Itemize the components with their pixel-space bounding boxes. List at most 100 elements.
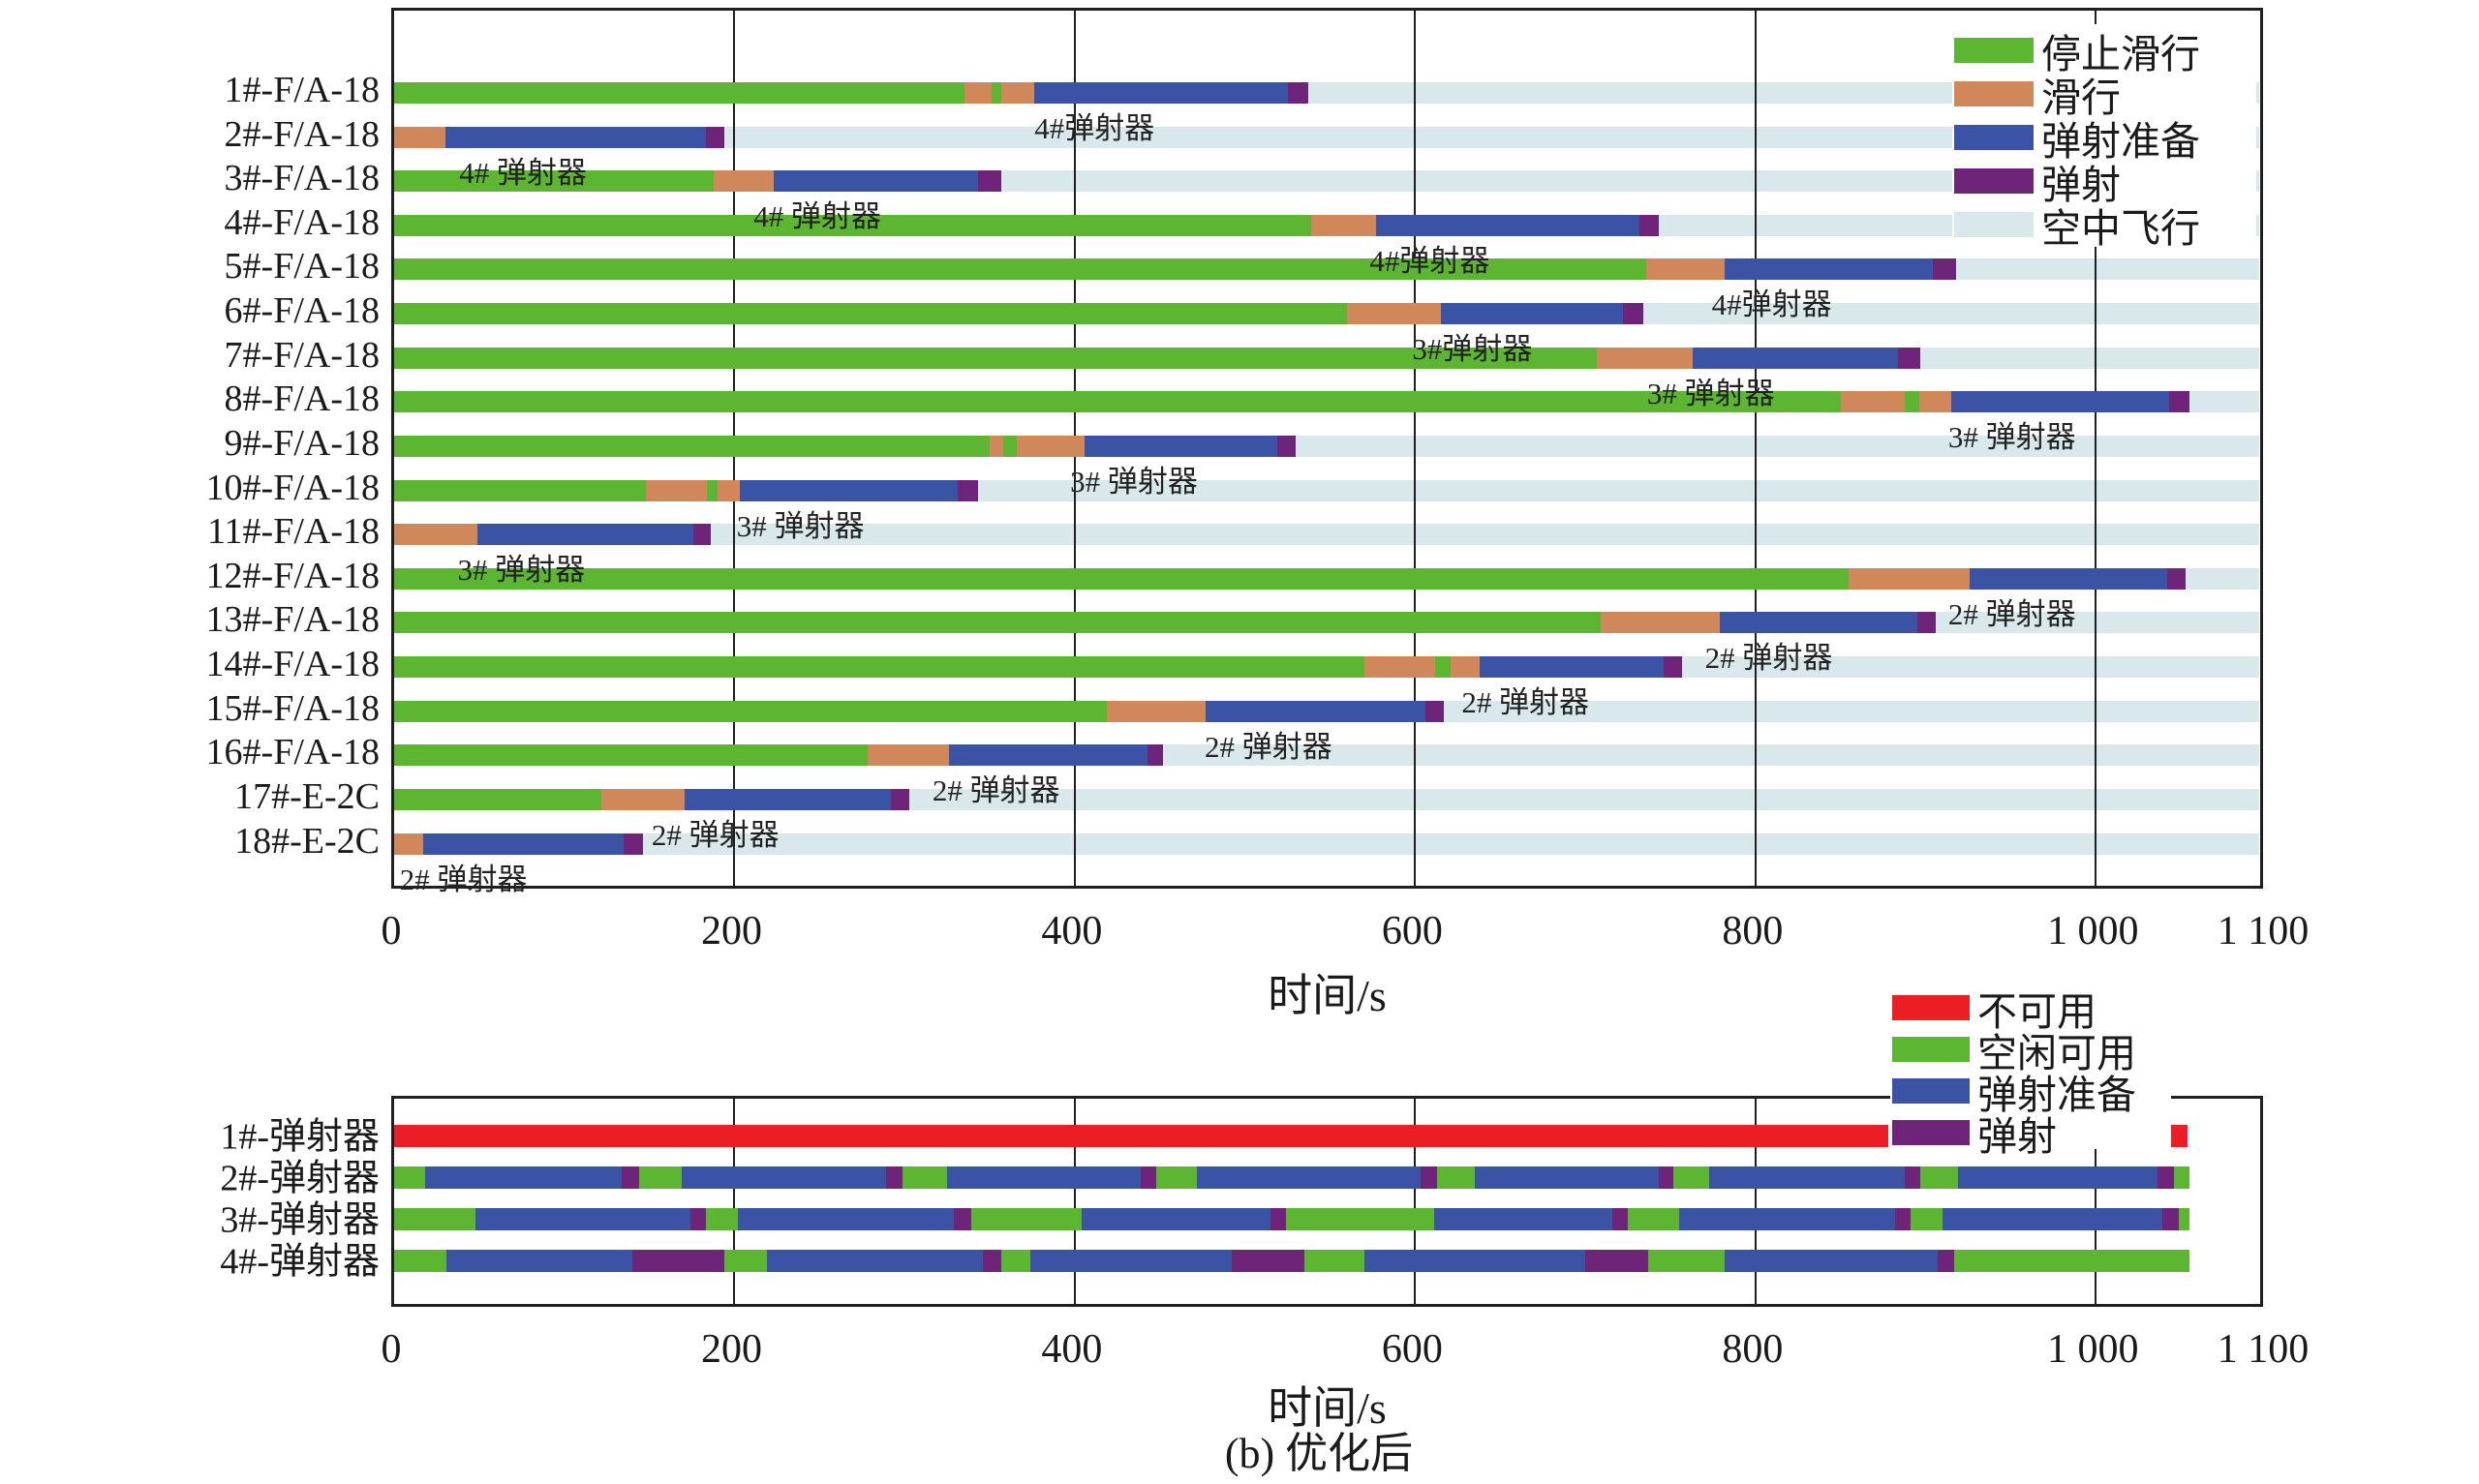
bar-segment-stop bbox=[707, 479, 718, 501]
bar-segment-prep bbox=[446, 1249, 632, 1272]
bar-segment-launch bbox=[983, 1249, 1002, 1272]
legend-label: 空闲可用 bbox=[1977, 1030, 2136, 1075]
x-tick-label: 400 bbox=[1041, 1327, 1103, 1372]
x-axis-title: 时间/s bbox=[1268, 1383, 1387, 1433]
bar-segment-taxi bbox=[1311, 214, 1376, 236]
bar-segment-fly bbox=[1682, 656, 2259, 679]
bar-segment-taxi bbox=[1849, 567, 1971, 590]
row-label: 14#-F/A-18 bbox=[205, 644, 380, 685]
catapult-annotation: 2# 弹射器 bbox=[932, 773, 1060, 808]
legend-entry: 空中飞行 bbox=[1954, 203, 2200, 251]
bar-segment-prep bbox=[948, 744, 1148, 767]
legend-label: 空中飞行 bbox=[2041, 206, 2200, 252]
bar-segment-prep bbox=[681, 1166, 886, 1189]
legend-swatch-prep bbox=[1954, 124, 2034, 150]
gridline bbox=[1073, 1099, 1076, 1304]
legend-label: 弹射准备 bbox=[2041, 118, 2200, 164]
row-label: 10#-F/A-18 bbox=[205, 467, 380, 508]
bar-segment-fly bbox=[642, 833, 2259, 855]
bar-segment-taxi bbox=[1347, 303, 1441, 325]
x-tick-label: 800 bbox=[1722, 909, 1784, 954]
bar-segment-launch bbox=[957, 479, 978, 501]
gridline bbox=[2095, 1099, 2097, 1304]
legend-label: 弹射准备 bbox=[1977, 1072, 2136, 1117]
row-label: 9#-F/A-18 bbox=[224, 422, 380, 464]
legend-entry: 弹射准备 bbox=[1892, 1070, 2136, 1117]
bar-segment-launch bbox=[2157, 1166, 2175, 1189]
x-tick-label: 1 100 bbox=[2217, 1327, 2310, 1372]
bar-segment-launch bbox=[1424, 700, 1445, 722]
bar-segment-fly bbox=[2186, 567, 2259, 590]
bar-segment-stop bbox=[394, 612, 1601, 634]
legend-entry: 滑行 bbox=[1954, 72, 2121, 120]
bar-segment-stop bbox=[394, 567, 1850, 590]
legend: 不可用 空闲可用 弹射准备 弹射 bbox=[1890, 983, 2171, 1159]
catapult-annotation: 4# 弹射器 bbox=[753, 199, 882, 234]
bar-segment-launch bbox=[977, 170, 1002, 193]
bar-segment-prep bbox=[766, 1249, 983, 1272]
bar-segment-idle bbox=[394, 1166, 425, 1189]
bar-segment-fly bbox=[1444, 700, 2259, 722]
x-tick-label: 200 bbox=[700, 909, 762, 954]
bar-segment-idle bbox=[394, 1207, 476, 1230]
bar-segment-launch bbox=[1898, 347, 1921, 369]
bar-segment-stop bbox=[394, 82, 964, 104]
row-label: 15#-F/A-18 bbox=[205, 687, 380, 729]
bar-segment-stop bbox=[1435, 656, 1452, 679]
legend-label: 弹射 bbox=[2041, 163, 2121, 208]
bar-segment-taxi bbox=[1363, 656, 1436, 679]
bar-segment-prep bbox=[1206, 700, 1425, 722]
bar-segment-prep bbox=[1085, 435, 1277, 457]
row-label: 16#-F/A-18 bbox=[205, 732, 380, 773]
bar-segment-idle bbox=[1954, 1249, 2189, 1272]
bar-segment-launch bbox=[1916, 612, 1937, 634]
bar-segment-fly bbox=[1956, 258, 2259, 281]
legend-label: 弹射 bbox=[1977, 1113, 2057, 1159]
bar-segment-prep bbox=[1030, 1249, 1232, 1272]
bar-segment-prep bbox=[1943, 1207, 2162, 1230]
bar-segment-launch bbox=[624, 833, 643, 855]
row-label: 4#-F/A-18 bbox=[224, 201, 380, 243]
row-label: 4#-弹射器 bbox=[220, 1241, 380, 1283]
catapult-annotation: 2# 弹射器 bbox=[1204, 729, 1332, 764]
catapult-annotation: 2# 弹射器 bbox=[1461, 685, 1590, 720]
bar-segment-taxi bbox=[1451, 656, 1481, 679]
row-label: 3#-弹射器 bbox=[220, 1199, 380, 1241]
bar-segment-stop bbox=[394, 700, 1108, 722]
row-label: 6#-F/A-18 bbox=[224, 290, 380, 332]
bar-segment-idle bbox=[1437, 1166, 1475, 1189]
bar-segment-launch bbox=[885, 1166, 903, 1189]
bar-segment-stop bbox=[1003, 435, 1018, 457]
bar-segment-launch bbox=[632, 1249, 724, 1272]
catapult-annotation: 4# 弹射器 bbox=[459, 155, 588, 190]
bar-segment-launch bbox=[693, 524, 711, 546]
x-tick-label: 0 bbox=[381, 1327, 402, 1372]
legend-swatch-taxi bbox=[1954, 80, 2034, 106]
bar-segment-idle bbox=[970, 1207, 1082, 1230]
legend-label: 不可用 bbox=[1977, 988, 2096, 1034]
bar-segment-prep bbox=[1197, 1166, 1421, 1189]
bar-segment-taxi bbox=[394, 524, 478, 546]
legend-swatch-launch bbox=[1892, 1119, 1970, 1145]
bar-segment-idle bbox=[1648, 1249, 1726, 1272]
bar-segment-idle bbox=[1304, 1249, 1364, 1272]
bar-segment-fly bbox=[1296, 435, 2259, 457]
bar-segment-fly bbox=[723, 126, 2259, 148]
bar-segment-taxi bbox=[717, 479, 740, 501]
bar-segment-prep bbox=[1719, 612, 1917, 634]
row-label: 1#-弹射器 bbox=[220, 1116, 380, 1158]
bar-segment-prep bbox=[1725, 258, 1933, 281]
bar-segment-prep bbox=[773, 170, 978, 193]
bar-segment-fly bbox=[710, 524, 2259, 546]
bar-segment-fly bbox=[1920, 347, 2259, 369]
bar-segment-prep bbox=[739, 479, 958, 501]
legend-entry: 空闲可用 bbox=[1892, 1028, 2136, 1075]
row-label: 2#-F/A-18 bbox=[224, 113, 380, 155]
bar-segment-launch bbox=[891, 788, 910, 810]
bar-segment-idle bbox=[723, 1249, 767, 1272]
bar-segment-launch bbox=[2168, 391, 2189, 413]
bar-segment-fly bbox=[1642, 303, 2259, 325]
bar-segment-stop bbox=[394, 435, 991, 457]
segment-layer bbox=[394, 11, 2260, 886]
